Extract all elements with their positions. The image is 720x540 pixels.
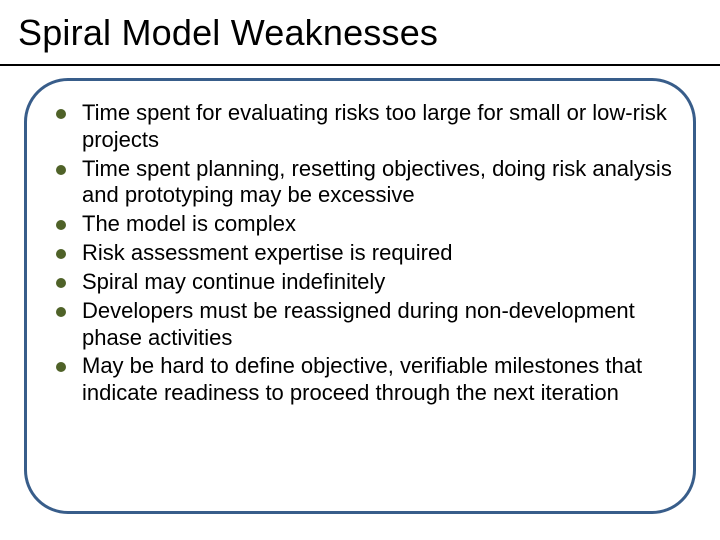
bullet-icon <box>56 165 66 175</box>
bullet-text: Developers must be reassigned during non… <box>82 298 676 352</box>
bullet-text: Time spent planning, resetting objective… <box>82 156 676 210</box>
slide-title: Spiral Model Weaknesses <box>18 12 720 54</box>
bullet-text: The model is complex <box>82 211 676 238</box>
bullet-icon <box>56 362 66 372</box>
bullet-text: May be hard to define objective, verifia… <box>82 353 676 407</box>
bullet-text: Risk assessment expertise is required <box>82 240 676 267</box>
bullet-icon <box>56 109 66 119</box>
list-item: May be hard to define objective, verifia… <box>56 353 676 407</box>
title-region: Spiral Model Weaknesses <box>0 0 720 60</box>
bullet-icon <box>56 249 66 259</box>
bullet-icon <box>56 307 66 317</box>
list-item: Risk assessment expertise is required <box>56 240 676 267</box>
list-item: Time spent planning, resetting objective… <box>56 156 676 210</box>
title-underline <box>0 64 720 66</box>
list-item: Spiral may continue indefinitely <box>56 269 676 296</box>
bullet-icon <box>56 220 66 230</box>
list-item: The model is complex <box>56 211 676 238</box>
list-item: Developers must be reassigned during non… <box>56 298 676 352</box>
slide: Spiral Model Weaknesses Time spent for e… <box>0 0 720 540</box>
list-item: Time spent for evaluating risks too larg… <box>56 100 676 154</box>
bullet-text: Time spent for evaluating risks too larg… <box>82 100 676 154</box>
bullet-icon <box>56 278 66 288</box>
bullet-list: Time spent for evaluating risks too larg… <box>56 100 676 409</box>
bullet-text: Spiral may continue indefinitely <box>82 269 676 296</box>
